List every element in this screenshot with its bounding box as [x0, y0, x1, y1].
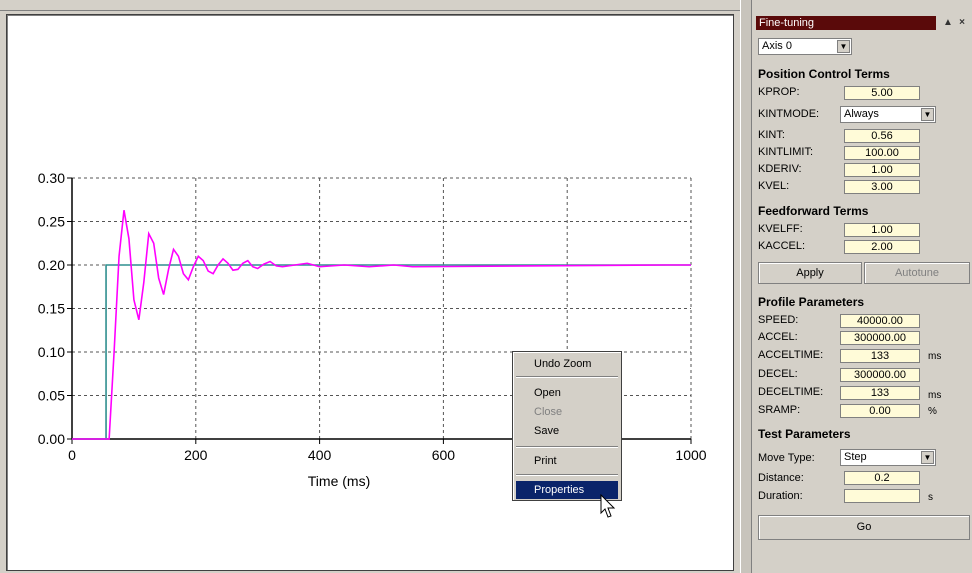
- menu-item-properties[interactable]: Properties: [516, 481, 618, 499]
- y-tick-label: 0.30: [38, 170, 65, 186]
- duration-unit: s: [928, 492, 933, 503]
- response-line: [72, 210, 691, 440]
- deceltime-unit: ms: [928, 390, 942, 401]
- menu-item-print[interactable]: Print: [534, 455, 557, 467]
- acceltime-unit: ms: [928, 351, 942, 362]
- plot-toolbar-strip: [0, 0, 740, 11]
- acceltime-field[interactable]: 133: [840, 349, 920, 363]
- test-parameters-heading: Test Parameters: [758, 427, 851, 441]
- kprop-label: KPROP:: [758, 86, 800, 98]
- axis-select[interactable]: Axis 0 ▼: [758, 38, 852, 55]
- chart-series: [72, 210, 691, 440]
- kintmode-value: Always: [844, 108, 879, 120]
- duration-label: Duration:: [758, 490, 803, 502]
- kintmode-label: KINTMODE:: [758, 108, 820, 120]
- go-button[interactable]: Go: [758, 515, 970, 540]
- kint-label: KINT:: [758, 129, 785, 141]
- menu-item-close[interactable]: Close: [534, 406, 563, 418]
- move-type-select[interactable]: Step ▼: [840, 449, 936, 466]
- feedforward-heading: Feedforward Terms: [758, 204, 869, 218]
- kintlimit-field[interactable]: 100.00: [844, 146, 920, 160]
- x-axis-label: Time (ms): [308, 473, 370, 489]
- y-tick-label: 0.10: [38, 344, 65, 360]
- menu-item-undo-zoom[interactable]: Undo Zoom: [534, 358, 592, 370]
- decel-label: DECEL:: [758, 368, 798, 380]
- decel-field[interactable]: 300000.00: [840, 368, 920, 382]
- close-icon[interactable]: ×: [959, 17, 965, 28]
- distance-label: Distance:: [758, 472, 804, 484]
- pane-splitter[interactable]: [740, 0, 752, 573]
- mouse-pointer-icon: [600, 494, 616, 518]
- kprop-field[interactable]: 5.00: [844, 86, 920, 100]
- kaccel-field[interactable]: 2.00: [844, 240, 920, 254]
- y-tick-label: 0.15: [38, 301, 65, 317]
- deceltime-label: DECELTIME:: [758, 386, 824, 398]
- profile-parameters-heading: Profile Parameters: [758, 295, 865, 309]
- step-response-chart[interactable]: 020040060080010000.000.050.100.150.200.2…: [6, 14, 732, 569]
- sramp-field[interactable]: 0.00: [840, 404, 920, 418]
- kvelff-label: KVELFF:: [758, 223, 803, 235]
- x-tick-label: 0: [68, 447, 76, 463]
- x-tick-label: 200: [184, 447, 208, 463]
- speed-field[interactable]: 40000.00: [840, 314, 920, 328]
- kderiv-label: KDERIV:: [758, 163, 802, 175]
- panel-title: Fine-tuning: [756, 16, 936, 30]
- menu-separator: [516, 446, 618, 448]
- kderiv-field[interactable]: 1.00: [844, 163, 920, 177]
- distance-field[interactable]: 0.2: [844, 471, 920, 485]
- move-type-label: Move Type:: [758, 452, 815, 464]
- menu-separator: [516, 474, 618, 476]
- acceltime-label: ACCELTIME:: [758, 349, 824, 361]
- kvelff-field[interactable]: 1.00: [844, 223, 920, 237]
- kvel-label: KVEL:: [758, 180, 790, 192]
- kaccel-label: KACCEL:: [758, 240, 806, 252]
- kintlimit-label: KINTLIMIT:: [758, 146, 814, 158]
- menu-item-save[interactable]: Save: [534, 425, 560, 437]
- plot-pane: 020040060080010000.000.050.100.150.200.2…: [0, 0, 740, 571]
- menu-item-open[interactable]: Open: [534, 387, 561, 399]
- sramp-label: SRAMP:: [758, 404, 801, 416]
- axis-select-value: Axis 0: [762, 40, 792, 52]
- collapse-arrow-icon[interactable]: ▲: [943, 17, 953, 28]
- move-type-value: Step: [844, 451, 867, 463]
- x-tick-label: 600: [432, 447, 456, 463]
- accel-field[interactable]: 300000.00: [840, 331, 920, 345]
- kintmode-select[interactable]: Always ▼: [840, 106, 936, 123]
- y-tick-label: 0.25: [38, 214, 65, 230]
- y-tick-label: 0.00: [38, 431, 65, 447]
- apply-button[interactable]: Apply: [758, 262, 862, 284]
- fine-tuning-panel: Fine-tuning ▲ × Axis 0 ▼ Position Contro…: [752, 0, 972, 573]
- position-control-heading: Position Control Terms: [758, 67, 890, 81]
- context-menu: Undo Zoom Open Close Save Print Properti…: [512, 351, 622, 501]
- accel-label: ACCEL:: [758, 331, 798, 343]
- chevron-down-icon[interactable]: ▼: [837, 40, 850, 53]
- x-tick-label: 1000: [675, 447, 706, 463]
- duration-field[interactable]: [844, 489, 920, 503]
- x-tick-label: 400: [308, 447, 332, 463]
- kvel-field[interactable]: 3.00: [844, 180, 920, 194]
- sramp-unit: %: [928, 406, 937, 417]
- y-tick-label: 0.05: [38, 388, 65, 404]
- autotune-button[interactable]: Autotune: [864, 262, 970, 284]
- chevron-down-icon[interactable]: ▼: [921, 451, 934, 464]
- y-tick-label: 0.20: [38, 257, 65, 273]
- deceltime-field[interactable]: 133: [840, 386, 920, 400]
- speed-label: SPEED:: [758, 314, 799, 326]
- kint-field[interactable]: 0.56: [844, 129, 920, 143]
- menu-separator: [516, 376, 618, 378]
- chevron-down-icon[interactable]: ▼: [921, 108, 934, 121]
